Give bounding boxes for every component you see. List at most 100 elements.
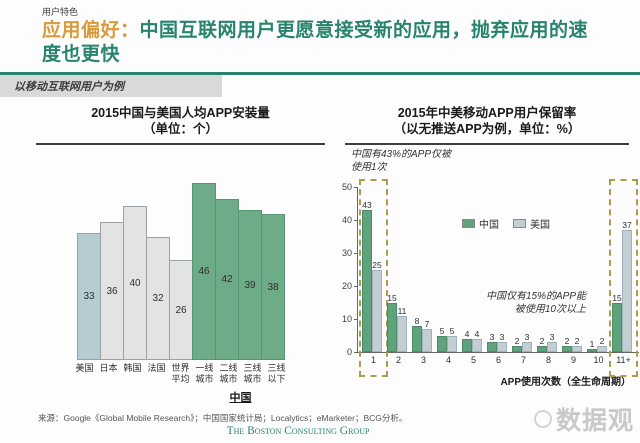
retention-xaxis-title: APP使用次数（全生命周期） bbox=[500, 377, 631, 389]
bar-中国-6: 3 bbox=[487, 332, 497, 353]
annotation-ten-plus-line2: 被使用10次以上 bbox=[514, 304, 586, 316]
y-tick-label: 40 bbox=[336, 215, 358, 225]
bar-value: 3 bbox=[499, 332, 505, 343]
bar-value: 2 bbox=[514, 335, 520, 346]
bar-value: 36 bbox=[106, 285, 118, 297]
bar-美国-4: 5 bbox=[447, 326, 457, 353]
bar-value: 2 bbox=[599, 335, 605, 346]
bar-法国: 32 bbox=[146, 237, 170, 361]
page-title: 应用偏好：中国互联网用户更愿意接受新的应用，抛弃应用的速度也更快 bbox=[42, 19, 607, 67]
x-tick-label: 6 bbox=[495, 355, 501, 366]
y-tick-label: 50 bbox=[336, 182, 358, 192]
bar-美国: 33 bbox=[77, 233, 101, 361]
bar-value: 4 bbox=[464, 329, 470, 340]
header: 用户特色 应用偏好：中国互联网用户更愿意接受新的应用，抛弃应用的速度也更快 bbox=[0, 0, 640, 67]
x-tick-label: 7 bbox=[520, 355, 526, 366]
bar-value: 4 bbox=[474, 329, 480, 340]
x-tick-label: 11+ bbox=[616, 355, 631, 366]
bar-value: 32 bbox=[152, 293, 164, 305]
bar-value: 2 bbox=[574, 335, 580, 346]
bar-美国-9: 2 bbox=[572, 336, 582, 353]
bar-value: 38 bbox=[267, 281, 279, 293]
x-tick-label: 2 bbox=[395, 355, 401, 366]
bar-value: 5 bbox=[449, 325, 455, 336]
bar-美国-11+: 37 bbox=[622, 220, 632, 353]
bar-中国-7: 2 bbox=[512, 336, 522, 353]
bar-value: 33 bbox=[83, 291, 95, 303]
bar-中国-9: 2 bbox=[562, 336, 572, 353]
bar-美国-1: 25 bbox=[372, 260, 382, 353]
bar-中国-10: 1 bbox=[587, 339, 597, 353]
bar-value: 46 bbox=[198, 266, 210, 278]
china-group-label-row: 中国 bbox=[73, 388, 289, 406]
bar-value: 1 bbox=[589, 339, 595, 350]
x-tick-label: 8 bbox=[545, 355, 551, 366]
source-note: 来源：Google《Global Mobile Research》；中国国家统计… bbox=[38, 413, 408, 423]
annotation-used-once: 中国有43%的APP仅被 使用1次 bbox=[351, 149, 637, 174]
retention-chart-panel: 2015年中美移动APP用户保留率 （以无推送APP为例，单位：%） 中国有43… bbox=[336, 105, 639, 406]
bar-日本: 36 bbox=[100, 221, 124, 361]
x-tick-label: 法国 bbox=[147, 363, 166, 374]
installs-chart-title: 2015中国与美国人均APP安装量 （单位：个） bbox=[28, 105, 333, 138]
x-tick-label: 一线城市 bbox=[195, 363, 214, 384]
x-tick-label: 9 bbox=[570, 355, 576, 366]
watermark: 数据观 bbox=[533, 401, 634, 437]
y-tick-label: 20 bbox=[336, 281, 358, 291]
eyebrow-label: 用户特色 bbox=[42, 7, 79, 17]
bar-value: 3 bbox=[549, 332, 555, 343]
legend: 中国 美国 bbox=[462, 216, 550, 231]
bar-value: 43 bbox=[362, 200, 372, 211]
charts-row: 2015中国与美国人均APP安装量 （单位：个） 33 36 40 32 26 46 42 3… bbox=[0, 105, 640, 406]
bar-世界平均: 26 bbox=[169, 260, 193, 361]
bar-美国-8: 3 bbox=[547, 332, 557, 353]
watermark-text: 数据观 bbox=[555, 407, 634, 435]
bar-美国-3: 7 bbox=[422, 319, 432, 353]
x-tick-label: 1 bbox=[370, 355, 376, 366]
x-tick-label: 3 bbox=[420, 355, 426, 366]
retention-xlabels: 1 2 3 4 5 6 7 8 9 10 11+ bbox=[361, 355, 637, 365]
bar-value: 8 bbox=[414, 315, 420, 326]
x-tick-label: 日本 bbox=[99, 363, 118, 374]
legend-item-china: 中国 bbox=[462, 216, 499, 231]
bar-value: 37 bbox=[622, 220, 632, 231]
installs-xlabels: 美国 日本 韩国 法国 世界平均 一线城市 二线城市 三线城市 三线以下 bbox=[28, 363, 333, 384]
bar-韩国: 40 bbox=[123, 206, 147, 361]
bar-美国-2: 11 bbox=[397, 306, 407, 353]
retention-chart-title-line2: （以无推送APP为例，单位：%） bbox=[393, 122, 581, 137]
legend-swatch-china bbox=[462, 219, 475, 229]
bar-三线以下: 38 bbox=[261, 214, 285, 361]
watermark-logo-icon bbox=[533, 410, 552, 428]
legend-item-usa: 美国 bbox=[513, 216, 550, 231]
bar-一线城市: 46 bbox=[192, 183, 216, 361]
bar-value: 11 bbox=[397, 306, 407, 317]
x-tick-label: 世界平均 bbox=[171, 363, 190, 384]
bar-中国-8: 2 bbox=[537, 336, 547, 353]
annotation-ten-plus: 中国仅有15%的APP能 被使用10次以上 bbox=[466, 290, 586, 316]
header-divider bbox=[0, 71, 640, 75]
x-tick-label: 二线城市 bbox=[219, 363, 238, 384]
bar-美国-10: 2 bbox=[597, 336, 607, 353]
x-tick-label: 韩国 bbox=[123, 363, 142, 374]
bar-三线城市: 39 bbox=[238, 210, 262, 361]
installs-chart-panel: 2015中国与美国人均APP安装量 （单位：个） 33 36 40 32 26 46 42 3… bbox=[28, 105, 333, 406]
bar-中国-5: 4 bbox=[462, 329, 472, 353]
highlight-box-group-11plus bbox=[609, 179, 638, 378]
y-tick-label: 10 bbox=[336, 314, 358, 324]
legend-label-usa: 美国 bbox=[530, 220, 550, 232]
bar-value: 2 bbox=[564, 335, 570, 346]
x-tick-label: 10 bbox=[593, 355, 604, 366]
bar-二线城市: 42 bbox=[215, 198, 239, 361]
bar-value: 2 bbox=[539, 335, 545, 346]
bar-value: 7 bbox=[424, 319, 430, 330]
retention-chart-divider bbox=[345, 143, 629, 146]
bar-美国-7: 3 bbox=[522, 332, 532, 353]
bar-中国-2: 15 bbox=[387, 293, 397, 353]
